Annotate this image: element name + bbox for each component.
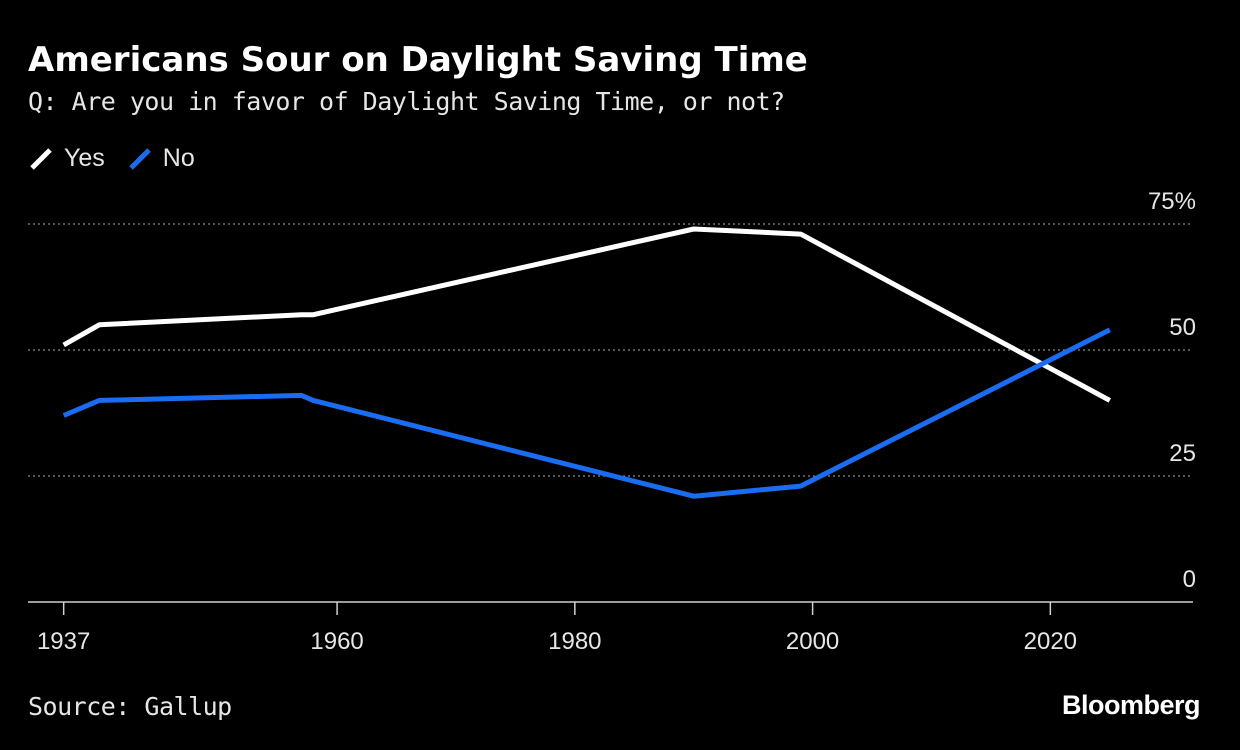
x-tick-label-2020: 2020 [1024, 628, 1077, 655]
y-tick-label-75: 75% [1148, 188, 1196, 215]
series-line-yes [62, 226, 1111, 403]
bloomberg-logo: Bloomberg [1061, 690, 1201, 720]
y-tick-label-25: 25 [1169, 440, 1196, 467]
legend-swatch-no [129, 148, 151, 170]
x-tick-label-2000: 2000 [786, 628, 839, 655]
source-note: Source: Gallup [28, 692, 232, 721]
legend-label-yes: Yes [64, 143, 105, 172]
x-tick-label-1960: 1960 [310, 628, 363, 655]
legend-item-yes: Yes [28, 144, 105, 173]
legend-swatch-yes [30, 148, 52, 170]
x-tick-label-1937: 1937 [37, 628, 90, 655]
legend-label-no: No [162, 143, 195, 172]
y-tick-label-0: 0 [1183, 566, 1196, 593]
x-tick-label-1980: 1980 [548, 628, 601, 655]
series-line-no [62, 327, 1111, 499]
legend: Yes No [28, 140, 217, 176]
y-tick-label-50: 50 [1169, 314, 1196, 341]
chart-subtitle: Q: Are you in favor of Daylight Saving T… [28, 87, 785, 116]
chart-title: Americans Sour on Daylight Saving Time [28, 40, 808, 80]
legend-item-no: No [127, 144, 195, 173]
